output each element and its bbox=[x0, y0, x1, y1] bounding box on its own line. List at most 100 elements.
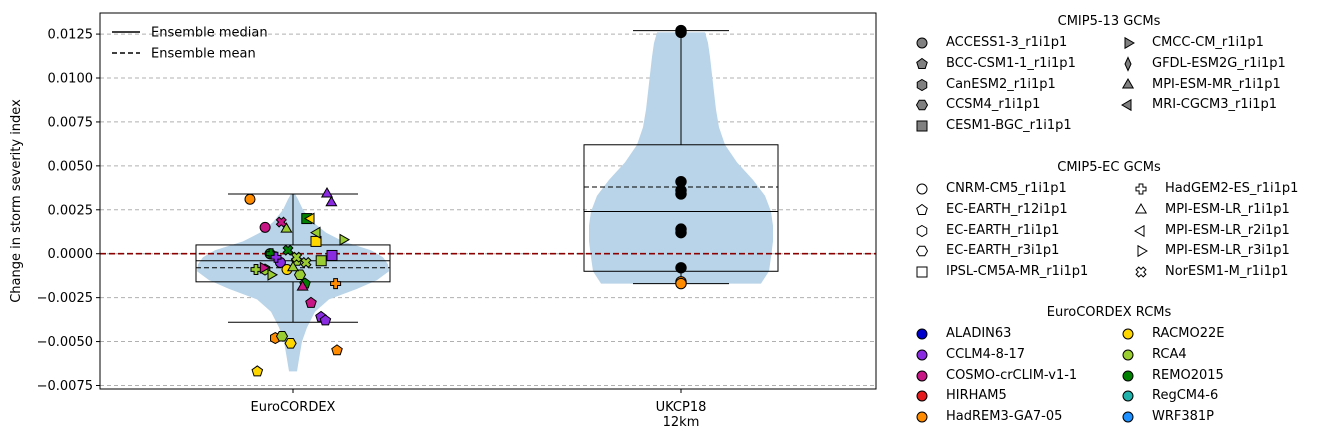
legend-label: HadREM3-GA7-05 bbox=[946, 409, 1063, 425]
y-axis-label: Change in storm severity index bbox=[9, 99, 24, 303]
x-tick-label: 12km bbox=[663, 415, 700, 430]
legend-marker bbox=[916, 120, 928, 132]
legend-marker-icon bbox=[1122, 390, 1134, 402]
legend-marker-icon bbox=[916, 328, 928, 340]
legend-label: RegCM4-6 bbox=[1152, 388, 1219, 404]
legend-marker-icon bbox=[1137, 245, 1148, 258]
legend-label: IPSL-CM5A-MR_r1i1p1 bbox=[946, 264, 1089, 280]
legend-marker bbox=[1122, 411, 1134, 423]
legend-marker bbox=[915, 246, 929, 257]
y-tick-label: 0.0050 bbox=[48, 159, 94, 174]
legend-label: MPI-ESM-LR_r2i1p1 bbox=[1165, 222, 1290, 238]
legend-marker-icon bbox=[916, 78, 928, 91]
legend-marker-icon bbox=[1122, 370, 1134, 382]
axes-frame bbox=[99, 12, 877, 390]
legend-marker-icon bbox=[915, 246, 929, 257]
legend-label: REMO2015 bbox=[1152, 367, 1224, 383]
legend-label: MPI-ESM-MR_r1i1p1 bbox=[1152, 76, 1281, 92]
y-tick-label: 0.0075 bbox=[48, 115, 94, 130]
eurocordex-point bbox=[267, 268, 278, 281]
legend-label: CNRM-CM5_r1i1p1 bbox=[946, 181, 1067, 196]
legend-marker-icon bbox=[916, 390, 928, 402]
y-tick-label: 0.0000 bbox=[48, 247, 94, 262]
eurocordex-point bbox=[275, 216, 287, 228]
legend-marker bbox=[1124, 36, 1135, 50]
legend-marker bbox=[916, 390, 928, 402]
legend-marker bbox=[1134, 202, 1148, 214]
eurocordex-point bbox=[305, 296, 317, 308]
legend-marker-icon bbox=[1135, 266, 1147, 278]
eurocordex-point bbox=[282, 244, 294, 256]
legend-marker-icon bbox=[916, 411, 928, 423]
legend-line-label: Ensemble mean bbox=[151, 47, 256, 62]
eurocordex-point bbox=[259, 221, 271, 233]
eurocordex-point bbox=[320, 186, 334, 198]
violin-body bbox=[589, 32, 773, 284]
eurocordex-point bbox=[244, 193, 256, 205]
legend-label: GFDL-ESM2G_r1i1p1 bbox=[1152, 55, 1286, 71]
legend-title: CMIP5-13 GCMs bbox=[1057, 14, 1161, 29]
legend-marker-icon bbox=[916, 120, 928, 132]
legend-marker-icon bbox=[1134, 202, 1148, 214]
eurocordex-point bbox=[284, 338, 297, 349]
legend-marker bbox=[1122, 349, 1134, 361]
eurocordex-point bbox=[259, 261, 271, 274]
eurocordex-point bbox=[319, 314, 332, 326]
eurocordex-point bbox=[275, 331, 289, 342]
legend-line-label: Ensemble median bbox=[151, 26, 268, 41]
legend-label: MRI-CGCM3_r1i1p1 bbox=[1152, 97, 1278, 113]
ukcp18-point bbox=[675, 277, 687, 290]
ukcp18-point bbox=[675, 226, 687, 239]
legend-marker bbox=[916, 224, 928, 237]
y-tick-label: 0.0100 bbox=[48, 72, 94, 87]
legend-marker-icon bbox=[1122, 349, 1134, 361]
legend-marker bbox=[916, 203, 928, 215]
legend-marker bbox=[916, 183, 928, 195]
y-axis-ticks: 0.0125 0.0100 0.0075 0.0050 0.0025 0.0000 −0.0… bbox=[37, 28, 100, 394]
line-style-legend: Ensemble median Ensemble mean bbox=[112, 26, 268, 62]
eurocordex-point bbox=[331, 344, 343, 356]
legend-label: CanESM2_r1i1p1 bbox=[946, 76, 1056, 92]
legend-label: HadGEM2-ES_r1i1p1 bbox=[1165, 181, 1299, 196]
legend-label: BCC-CSM1-1_r1i1p1 bbox=[946, 55, 1076, 71]
legend-marker-icon bbox=[1122, 328, 1134, 340]
legend-label: MPI-ESM-LR_r1i1p1 bbox=[1165, 201, 1290, 217]
legend-label: RCA4 bbox=[1152, 346, 1187, 362]
legend-label: CCLM4-8-17 bbox=[946, 346, 1026, 362]
legend-marker-icon bbox=[916, 266, 928, 278]
legend-marker bbox=[1135, 266, 1147, 278]
eurocordex-point bbox=[286, 260, 300, 272]
legend-marker bbox=[916, 328, 928, 340]
x-tick-label: EuroCORDEX bbox=[251, 400, 336, 415]
violins bbox=[197, 32, 773, 372]
eurocordex-point bbox=[280, 222, 293, 233]
legend-marker bbox=[916, 78, 928, 91]
legend-marker bbox=[1135, 183, 1147, 195]
legend-marker-icon bbox=[915, 100, 929, 111]
eurocordex-point bbox=[300, 256, 312, 269]
legend-label: HIRHAM5 bbox=[946, 388, 1007, 404]
eurocordex-point bbox=[325, 195, 338, 207]
eurocordex-point bbox=[270, 251, 282, 263]
legend-marker bbox=[1122, 328, 1134, 340]
legend-marker bbox=[916, 370, 928, 382]
legend-label: ALADIN63 bbox=[946, 326, 1012, 341]
legend-title: CMIP5-EC GCMs bbox=[1057, 160, 1161, 175]
eurocordex-point bbox=[304, 212, 315, 225]
iqr-box bbox=[195, 244, 391, 283]
eurocordex-point bbox=[315, 255, 327, 267]
legend-marker bbox=[1137, 245, 1148, 258]
eurocordex-point bbox=[310, 235, 322, 247]
legend-marker-icon bbox=[916, 349, 928, 361]
legend-marker bbox=[1122, 390, 1134, 402]
legend-marker bbox=[916, 411, 928, 423]
legend-label: ACCESS1-3_r1i1p1 bbox=[946, 35, 1068, 50]
legend-marker-icon bbox=[1121, 77, 1135, 89]
y-tick-label: −0.0025 bbox=[37, 291, 93, 306]
data-points bbox=[244, 24, 687, 377]
y-tick-label: 0.0125 bbox=[48, 28, 94, 43]
legend-marker bbox=[916, 37, 928, 49]
y-tick-label: −0.0050 bbox=[37, 335, 93, 350]
